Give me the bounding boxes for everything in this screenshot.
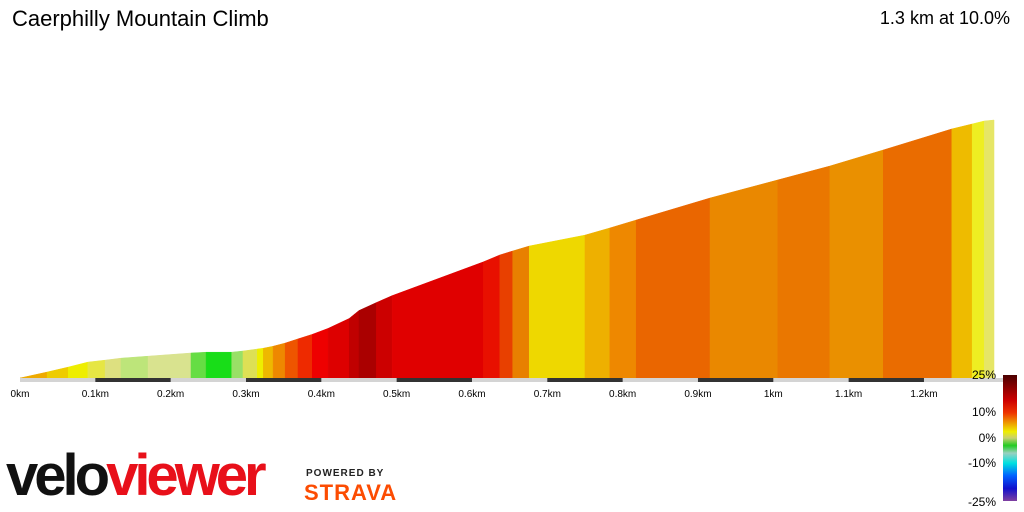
profile-segment [348,309,360,379]
profile-segment [376,295,393,379]
profile-segment [284,338,299,379]
legend-label-10: 10% [971,405,996,419]
x-tick-label: 0.9km [684,389,711,400]
x-tick-label: 0.5km [383,389,410,400]
profile-segment [190,351,207,379]
profile-segment [242,348,258,379]
profile-segment [709,179,779,379]
x-axis-band [245,378,322,382]
profile-segment [263,345,274,379]
profile-segment [257,347,264,379]
profile-segment [19,371,48,379]
profile-segment [312,328,329,379]
profile-segment [777,165,831,379]
profile-segment [327,318,350,379]
x-tick-label: 0.7km [534,389,561,400]
profile-segment [67,361,89,379]
profile-segment [483,254,501,379]
profile-segment [609,219,637,379]
climb-summary: 1.3 km at 10.0% [879,8,1010,28]
x-tick-label: 0.1km [82,389,109,400]
x-axis-band [95,378,171,382]
profile-segment [87,359,106,379]
x-tick-label: 0km [11,389,30,400]
legend-label-25: 25% [971,368,996,382]
veloviewer-logo[interactable]: veloviewer [6,443,267,508]
profile-segment [829,149,884,379]
x-axis-band [547,378,623,382]
profile-segment [528,234,586,379]
profile-segment [231,350,244,379]
legend-label-0: 0% [978,431,996,445]
climb-title: Caerphilly Mountain Climb [12,6,269,31]
x-axis-bar [20,378,1004,382]
profile-segment [391,261,484,379]
x-tick-label: 0.6km [458,389,485,400]
profile-segment [883,128,953,379]
profile-segment [971,120,985,379]
profile-segment [46,366,69,379]
profile-segment [120,355,149,379]
profile-segment [147,352,192,379]
x-tick-label: 1.2km [910,389,937,400]
profile-segment [297,333,313,379]
profile-segment [635,197,711,379]
profile-segment [951,123,973,379]
gradient-legend-bar [1003,375,1017,501]
profile-segment [358,302,377,379]
legend-label-neg25: -25% [967,495,996,509]
profile-segment [499,250,513,379]
x-tick-label: 1km [764,389,783,400]
profile-segment [512,245,530,379]
x-tick-label: 0.8km [609,389,636,400]
x-tick-label: 0.2km [157,389,184,400]
profile-segment [584,227,611,379]
x-axis-band [697,378,774,382]
x-tick-label: 1.1km [835,389,862,400]
legend-label-neg10: -10% [967,456,996,470]
profile-segment [104,357,122,379]
profile-segment [272,342,286,379]
powered-by-label: POWERED BY [306,468,385,479]
x-axis-band [396,378,472,382]
profile-segment [205,351,232,379]
strava-logo[interactable]: STRAVA [304,480,398,505]
x-tick-label: 0.3km [232,389,259,400]
x-tick-label: 0.4km [308,389,335,400]
x-axis-band [848,378,924,382]
profile-segment [983,119,995,379]
